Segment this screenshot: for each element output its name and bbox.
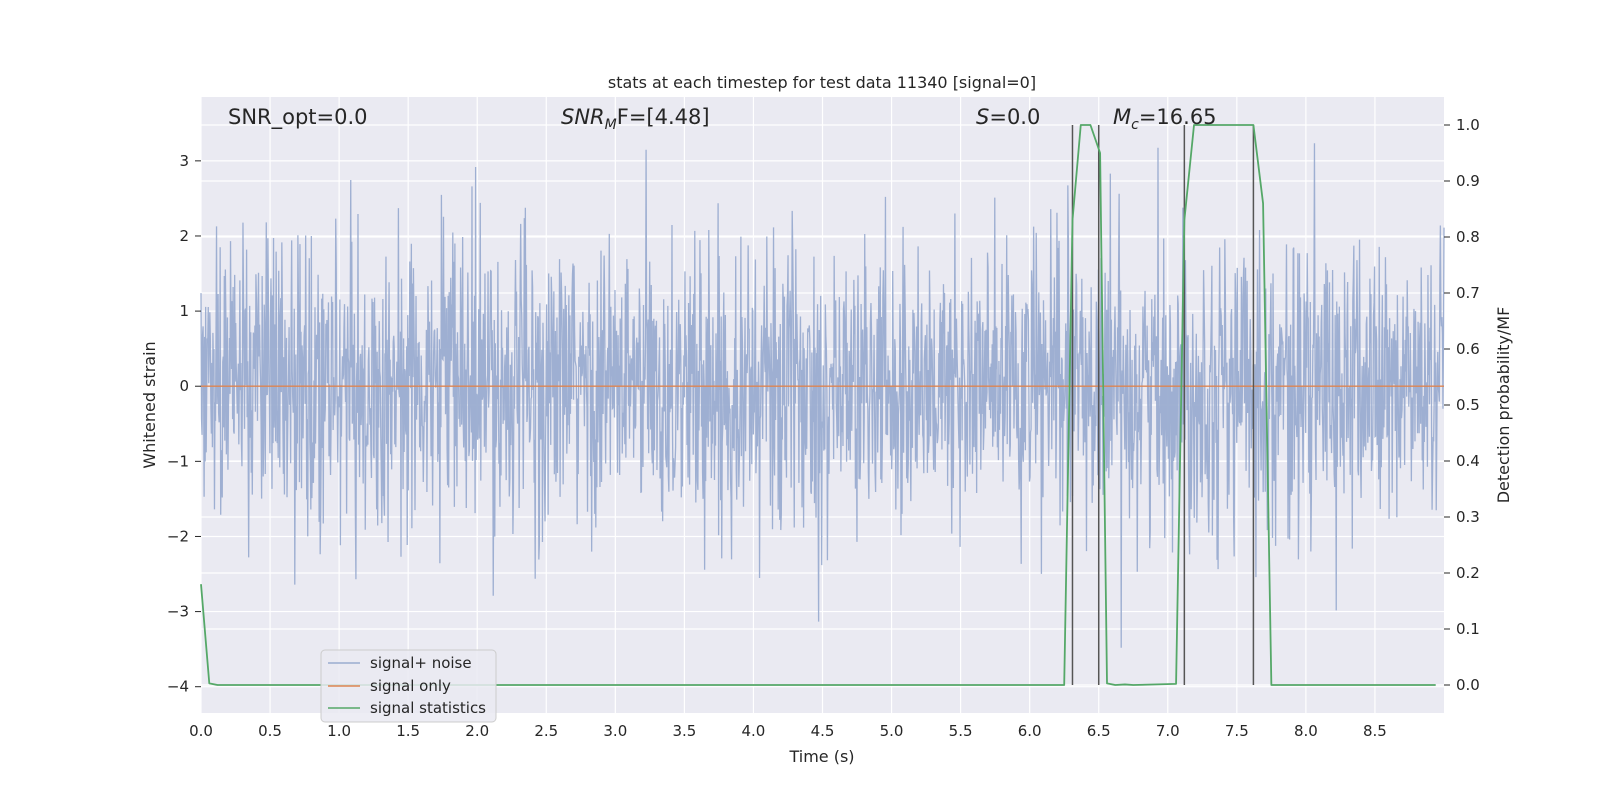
- x-tick-label: 3.5: [672, 722, 696, 740]
- legend-label-signal-noise: signal+ noise: [370, 654, 472, 672]
- legend-label-signal-statistics: signal statistics: [370, 699, 486, 717]
- x-tick-label: 0.5: [258, 722, 282, 740]
- x-tick-label: 7.5: [1225, 722, 1249, 740]
- y-tick-label-left: −3: [167, 603, 189, 621]
- x-tick-label: 5.5: [949, 722, 973, 740]
- x-tick-label: 5.0: [880, 722, 904, 740]
- axes-text: 0.0 0.5 1.0 1.5 2.0 2.5 3.0 3.5 4.0 4.5 5.0 5.5 6.0 6…: [167, 116, 1480, 740]
- x-tick-label: 7.0: [1156, 722, 1180, 740]
- y-tick-label-right: 0.8: [1456, 228, 1480, 246]
- legend-box: [320, 649, 497, 723]
- y-tick-label-right: 0.2: [1456, 564, 1480, 582]
- annotation-snr-opt: SNR_opt=0.0: [228, 105, 368, 130]
- y-axis-label-left: Whitened strain: [140, 341, 159, 468]
- x-tick-label: 1.0: [327, 722, 351, 740]
- annotation-snr-mf: SNRMF=[4.48]: [561, 105, 710, 133]
- annotation-mc: Mc=16.65: [1113, 105, 1217, 133]
- chart-title: stats at each timestep for test data 113…: [608, 73, 1036, 92]
- y-tick-label-left: −4: [167, 678, 189, 696]
- y-tick-label-right: 0.7: [1456, 284, 1480, 302]
- x-tick-label: 6.0: [1018, 722, 1042, 740]
- y-tick-label-left: −1: [167, 452, 189, 470]
- y-tick-label-left: 3: [179, 152, 189, 170]
- x-tick-label: 2.0: [465, 722, 489, 740]
- x-tick-label: 3.0: [603, 722, 627, 740]
- y-tick-label-right: 0.3: [1456, 508, 1480, 526]
- y-tick-label-left: −2: [167, 527, 189, 545]
- x-tick-label: 6.5: [1087, 722, 1111, 740]
- x-axis-label: Time (s): [788, 747, 854, 766]
- y-tick-label-right: 0.6: [1456, 340, 1480, 358]
- x-tick-label: 2.5: [534, 722, 558, 740]
- x-tick-label: 1.5: [396, 722, 420, 740]
- legend-label-signal-only: signal only: [370, 677, 451, 695]
- x-tick-label: 4.5: [811, 722, 835, 740]
- x-tick-label: 4.0: [742, 722, 766, 740]
- y-tick-label-left: 0: [179, 377, 189, 395]
- y-tick-label-right: 0.1: [1456, 620, 1480, 638]
- y-tick-label-right: 0.9: [1456, 172, 1480, 190]
- x-tick-label: 8.0: [1294, 722, 1318, 740]
- signal-plus-noise-line: [200, 143, 1445, 648]
- legend: signal+ noise signal only signal statist…: [320, 649, 497, 723]
- y-tick-label-left: 1: [179, 302, 189, 320]
- x-tick-label: 8.5: [1363, 722, 1387, 740]
- y-tick-label-left: 2: [179, 227, 189, 245]
- annotation-s: S=0.0: [976, 105, 1040, 129]
- y-tick-label-right: 0.4: [1456, 452, 1480, 470]
- y-tick-label-right: 0.5: [1456, 396, 1480, 414]
- x-tick-label: 0.0: [189, 722, 213, 740]
- y-axis-label-right: Detection probability/MF: [1494, 307, 1513, 504]
- signal-plus-noise-series: [200, 143, 1445, 648]
- y-tick-label-right: 0.0: [1456, 676, 1480, 694]
- y-tick-label-right: 1.0: [1456, 116, 1480, 134]
